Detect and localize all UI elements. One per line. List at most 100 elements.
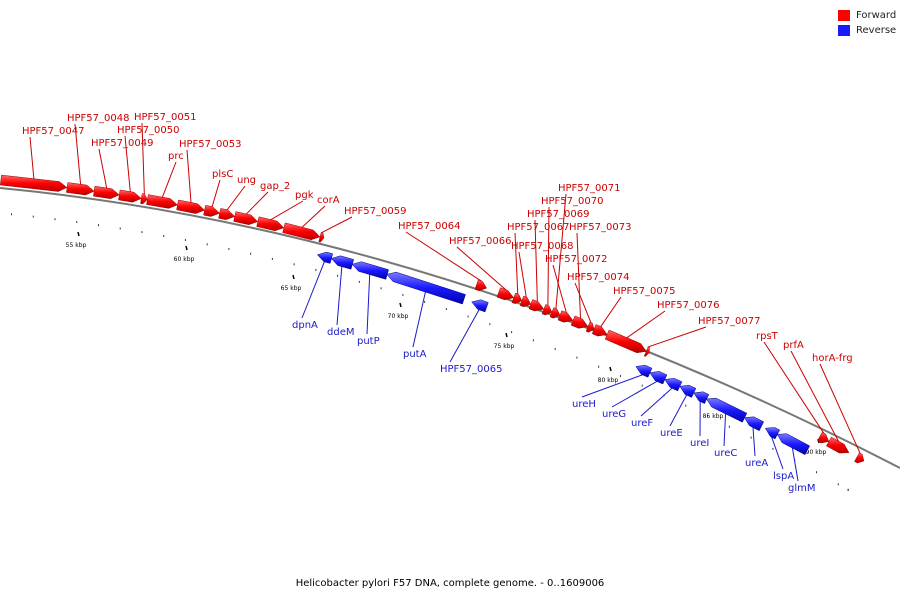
- gene-label-ureg: ureG: [602, 409, 626, 420]
- gene-hpf57-0067[interactable]: [511, 292, 523, 304]
- gene-label-hpf57-0068: HPF57_0068: [511, 241, 573, 252]
- gene-pgk[interactable]: [256, 216, 285, 232]
- callout-line: [412, 291, 426, 348]
- gene-label-hpf57-0049: HPF57_0049: [91, 138, 153, 149]
- callout-line: [647, 326, 707, 348]
- gene-hpf57-0074[interactable]: [585, 321, 595, 333]
- gene-label-ureh: ureH: [572, 399, 596, 410]
- gene-putp[interactable]: [351, 261, 389, 280]
- gene-hpf57-0068[interactable]: [519, 295, 532, 308]
- gene-puta[interactable]: [386, 271, 466, 305]
- gene-cora[interactable]: [282, 222, 321, 241]
- callout-line: [790, 350, 840, 443]
- gene-prc[interactable]: [146, 194, 178, 209]
- gene-gap-2[interactable]: [233, 211, 259, 225]
- gene-rpst[interactable]: [817, 431, 830, 444]
- gene-callouts: [29, 122, 861, 482]
- gene-label-hpf57-0059: HPF57_0059: [344, 206, 406, 217]
- gene-label-cora: corA: [317, 195, 340, 206]
- gene-label-uree: ureE: [660, 428, 683, 439]
- gene-arrows[interactable]: [0, 174, 865, 468]
- figure-caption: Helicobacter pylori F57 DNA, complete ge…: [295, 578, 605, 589]
- gene-label-putp: putP: [357, 336, 380, 347]
- callout-line: [301, 261, 325, 319]
- callout-line: [211, 179, 221, 207]
- gene-ureh[interactable]: [635, 364, 653, 378]
- gene-label-hora-frg: horA-frg: [812, 353, 853, 364]
- gene-hpf57-0069[interactable]: [528, 299, 545, 312]
- scale-labels: 55 kbp 60 kbp 65 kbp 70 kbp 75 kbp 80 kbp 85 k…: [66, 231, 827, 456]
- gene-hpf57-0076[interactable]: [604, 329, 647, 354]
- gene-hpf57-0050[interactable]: [118, 189, 142, 203]
- callout-line: [600, 296, 622, 328]
- gene-hpf57-0049[interactable]: [93, 185, 120, 199]
- callout-line: [819, 363, 861, 455]
- gene-hpf57-0047[interactable]: [0, 174, 68, 192]
- gene-label-prfa: prfA: [783, 340, 804, 351]
- major-tick: [609, 366, 612, 372]
- callout-line: [770, 436, 784, 470]
- callout-line: [791, 447, 799, 482]
- gene-hora-frg[interactable]: [854, 452, 865, 464]
- gene-hpf57-0075[interactable]: [591, 324, 608, 337]
- gene-label-uref: ureF: [631, 418, 653, 429]
- callout-line: [752, 426, 756, 457]
- gene-hpf57-0064[interactable]: [474, 279, 487, 291]
- gene-hpf57-0073[interactable]: [570, 315, 589, 329]
- callout-line: [534, 219, 538, 302]
- gene-urei[interactable]: [693, 391, 710, 404]
- major-tick: [505, 332, 508, 338]
- gene-hpf57-0048[interactable]: [66, 182, 95, 196]
- gene-lspa[interactable]: [764, 427, 781, 440]
- gene-hpf57-0053[interactable]: [176, 199, 205, 214]
- gene-dpna[interactable]: [316, 251, 334, 264]
- gene-label-puta: putA: [403, 349, 427, 360]
- callout-line: [547, 206, 550, 306]
- gene-label-hpf57-0071: HPF57_0071: [558, 183, 620, 194]
- callout-line: [456, 246, 507, 291]
- gene-label-hpf57-0051: HPF57_0051: [134, 112, 196, 123]
- gene-hpf57-0071[interactable]: [549, 307, 561, 319]
- gene-hpf57-0066[interactable]: [496, 287, 515, 301]
- gene-label-hpf57-0076: HPF57_0076: [657, 300, 719, 311]
- callout-line: [301, 205, 326, 228]
- gene-ddem[interactable]: [330, 255, 355, 270]
- gene-label-pgk: pgk: [295, 190, 314, 201]
- callout-line: [161, 161, 177, 198]
- callout-line: [98, 148, 108, 189]
- gene-glmm[interactable]: [776, 433, 811, 456]
- callout-line: [640, 387, 673, 417]
- gene-hpf57-0065[interactable]: [471, 299, 489, 313]
- callout-line: [626, 310, 666, 339]
- gene-ureg[interactable]: [649, 371, 668, 385]
- callout-line: [141, 122, 145, 195]
- gene-prfa[interactable]: [826, 436, 850, 454]
- callout-line: [518, 251, 527, 298]
- callout-line: [186, 149, 192, 203]
- gene-hpf57-0051[interactable]: [140, 193, 148, 205]
- gene-uref[interactable]: [664, 378, 683, 392]
- gene-ung[interactable]: [218, 208, 236, 220]
- gene-label-hpf57-0066: HPF57_0066: [449, 236, 511, 247]
- gene-plsc[interactable]: [203, 205, 221, 217]
- gene-label-hpf57-0069: HPF57_0069: [527, 209, 589, 220]
- callout-line: [576, 232, 581, 319]
- callout-line: [29, 136, 35, 179]
- callout-line: [366, 274, 371, 335]
- callout-line: [763, 341, 825, 435]
- gene-hpf57-0077[interactable]: [643, 346, 650, 357]
- gene-hpf57-0059[interactable]: [318, 231, 325, 243]
- gene-label-rpst: rpsT: [756, 331, 779, 342]
- gene-uree[interactable]: [679, 384, 697, 398]
- callout-line: [552, 264, 567, 314]
- gene-hpf57-0072[interactable]: [557, 310, 574, 323]
- gene-urea[interactable]: [744, 416, 765, 432]
- scale-label: 65 kbp: [281, 285, 302, 292]
- gene-label-hpf57-0048: HPF57_0048: [67, 113, 129, 124]
- gene-label-hpf57-0050: HPF57_0050: [117, 125, 179, 136]
- gene-hpf57-0070[interactable]: [541, 304, 553, 316]
- callout-line: [336, 266, 343, 326]
- gene-label-ddem: ddeM: [327, 327, 354, 338]
- scale-label: 80 kbp: [598, 377, 619, 384]
- gene-label-hpf57-0074: HPF57_0074: [567, 272, 629, 283]
